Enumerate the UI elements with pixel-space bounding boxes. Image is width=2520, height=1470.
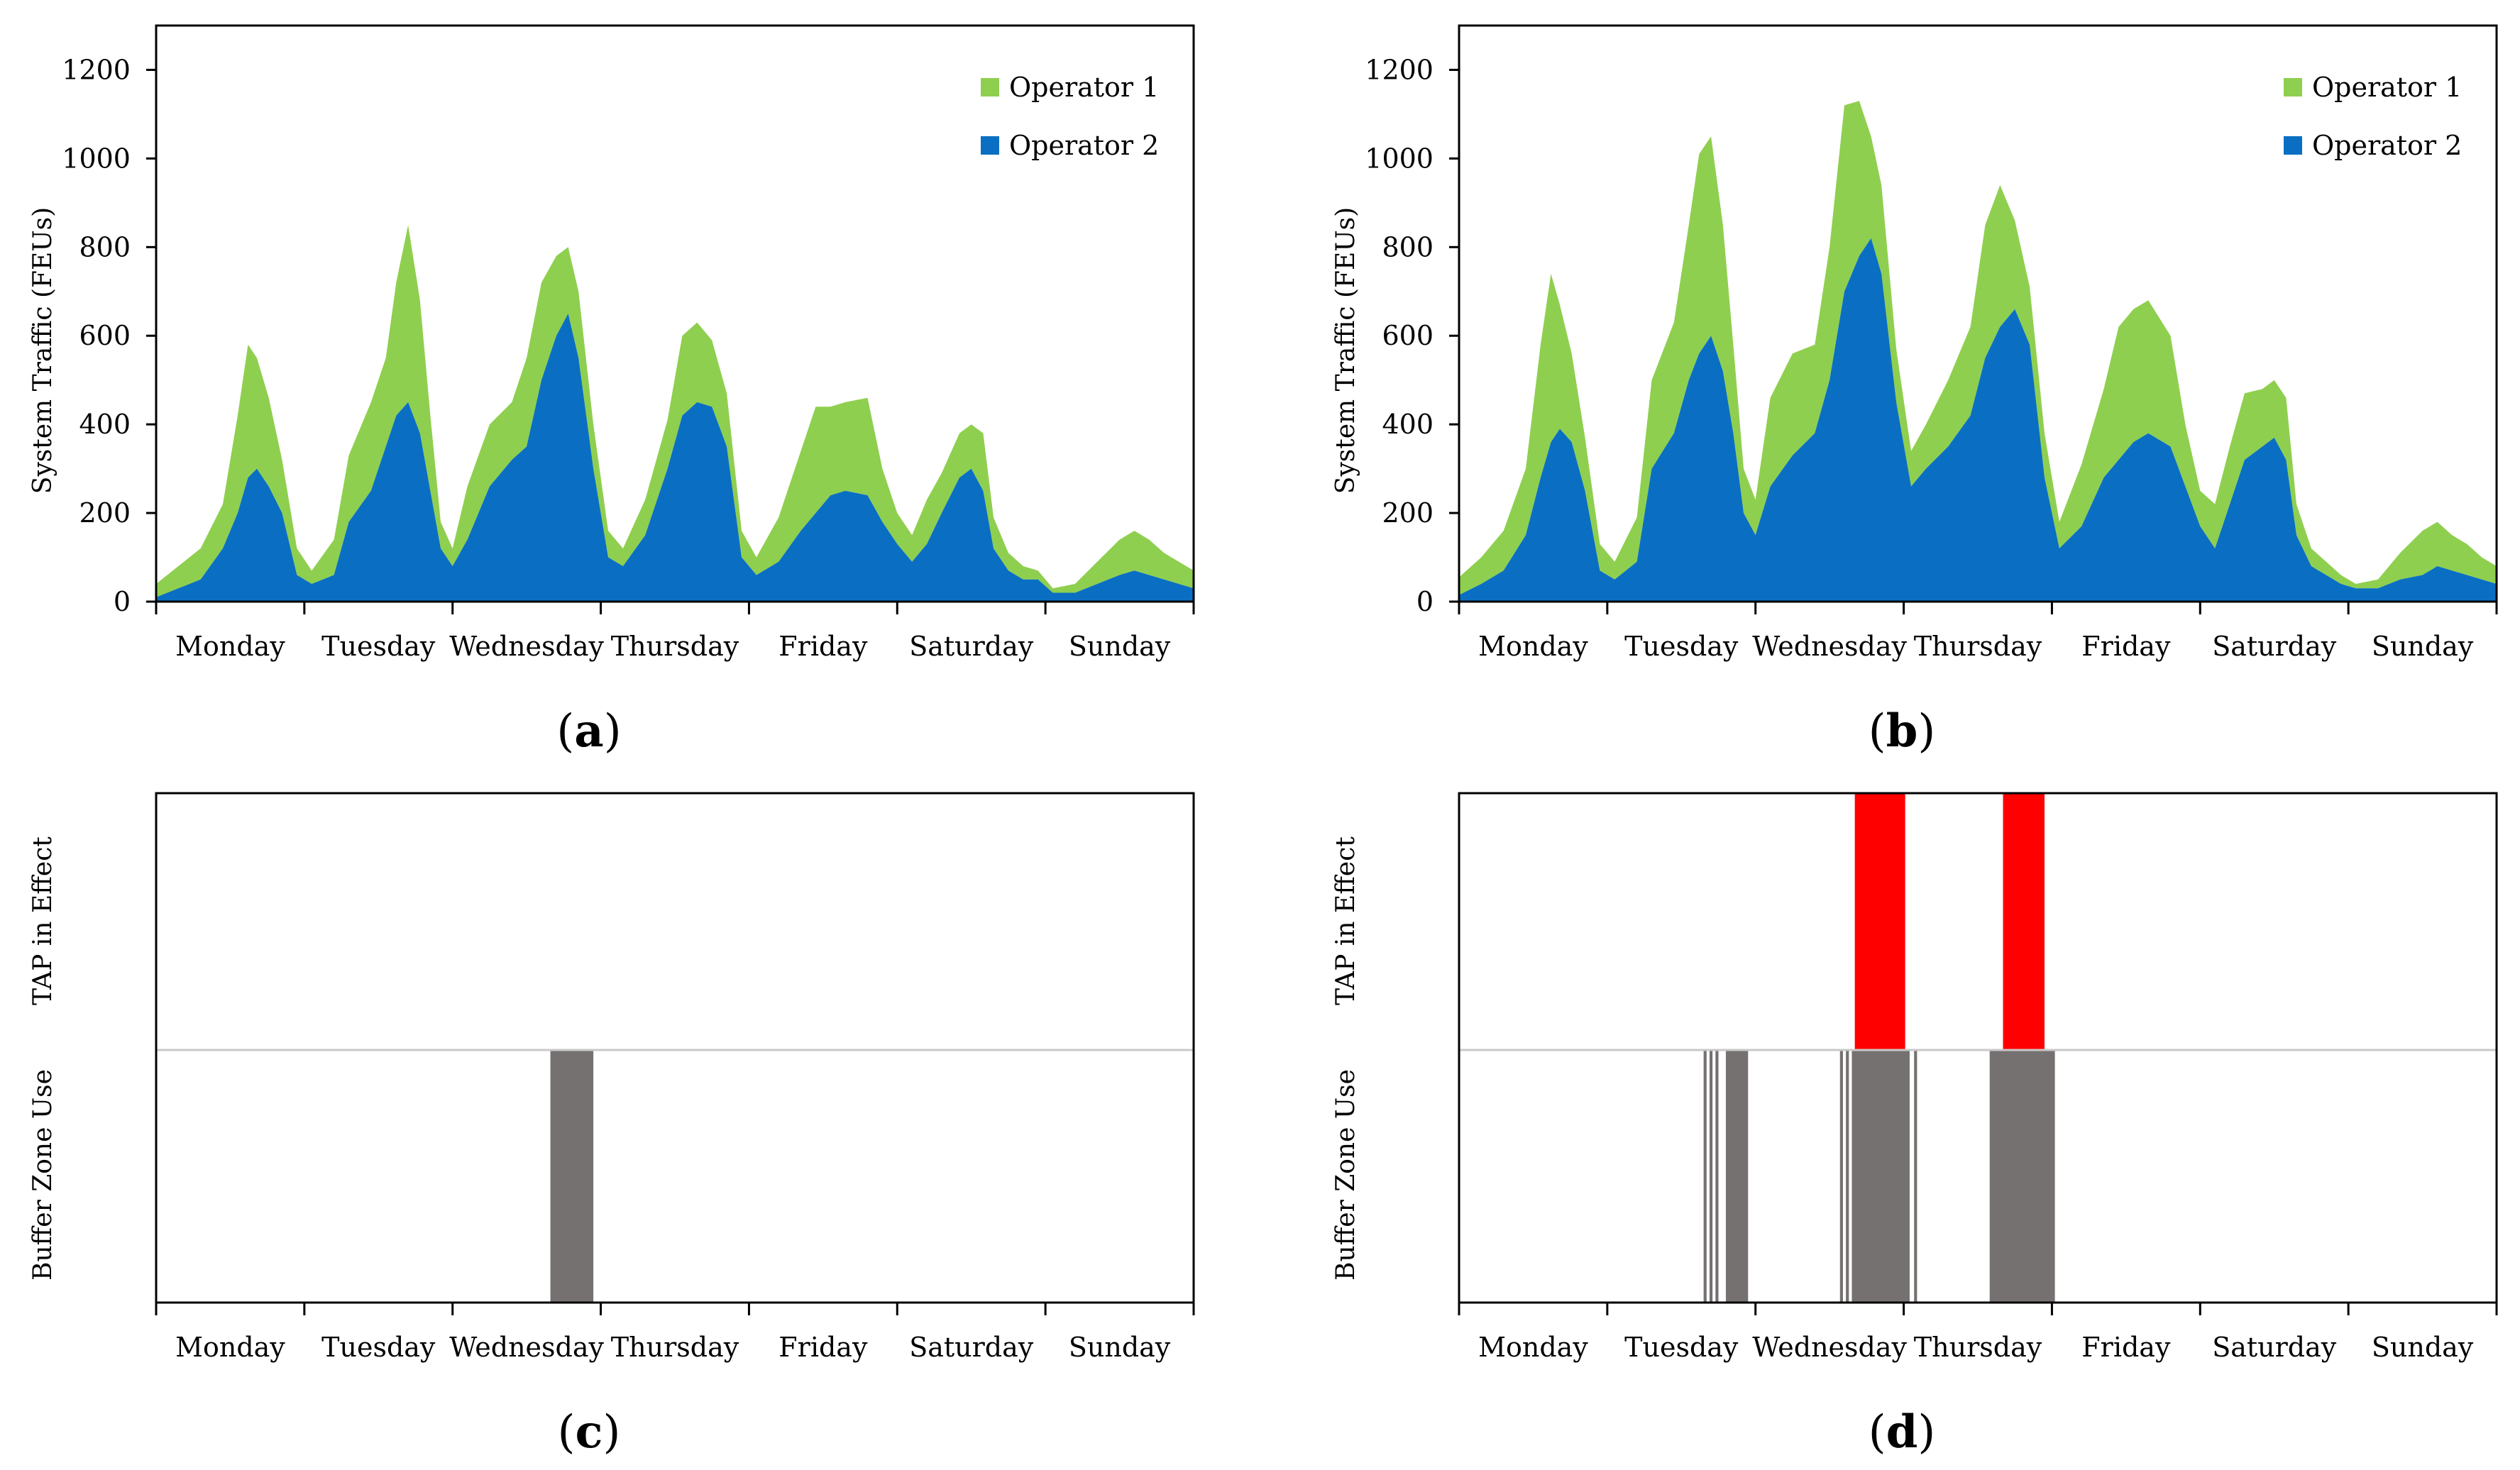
panel-c-x-ticks: Monday Tuesday Wednesday Thursday Friday Satu… bbox=[155, 1303, 1195, 1363]
x-tick-label: Sunday bbox=[2372, 1332, 2474, 1363]
x-tick-label: Wednesday bbox=[1752, 631, 1907, 662]
panel-b-legend-operator2-swatch bbox=[2284, 136, 2302, 155]
panel-a-plot-frame bbox=[155, 24, 1195, 603]
panel-d-plot-frame bbox=[1458, 792, 2498, 1304]
y-tick-label: 200 bbox=[79, 497, 131, 529]
x-tick-label: Thursday bbox=[611, 1332, 739, 1363]
x-tick-label: Saturday bbox=[2212, 631, 2337, 662]
y-tick-label: 800 bbox=[79, 231, 131, 262]
x-tick-label: Friday bbox=[2081, 1332, 2171, 1363]
panel-b-plot-frame bbox=[1458, 24, 2498, 603]
panel-b-legend-operator1-swatch bbox=[2284, 78, 2302, 96]
panel-a-caption: (a) bbox=[556, 704, 621, 758]
y-tick-label: 200 bbox=[1382, 497, 1434, 529]
tap-interval-bar bbox=[1854, 793, 1905, 1050]
x-tick-label: Sunday bbox=[1069, 631, 1171, 662]
panel-b-legend-operator1: Operator 1 bbox=[2312, 72, 2462, 103]
panel-c-plot-frame bbox=[155, 792, 1195, 1304]
x-tick-label: Wednesday bbox=[449, 1332, 604, 1363]
y-tick-label: 400 bbox=[1382, 409, 1434, 440]
tap-interval-bar bbox=[2003, 793, 2045, 1050]
panel-a-legend-operator2: Operator 2 bbox=[1009, 130, 1159, 161]
panel-b-traffic-chart: System Traffic (FEUs) 0 200 400 600 800 1000 1… bbox=[1331, 24, 2498, 758]
panel-d-x-ticks: Monday Tuesday Wednesday Thursday Friday Satu… bbox=[1458, 1303, 2498, 1363]
panel-b-y-ticks: 0 200 400 600 800 1000 1200 bbox=[1365, 54, 1459, 617]
y-tick-label: 1200 bbox=[1365, 54, 1434, 85]
series-operator2-area bbox=[156, 314, 1194, 602]
x-tick-label: Tuesday bbox=[321, 631, 436, 662]
x-tick-label: Monday bbox=[175, 631, 285, 662]
panel-c-tap-label: TAP in Effect bbox=[28, 836, 57, 1005]
x-tick-label: Tuesday bbox=[1624, 1332, 1739, 1363]
y-tick-label: 0 bbox=[1416, 586, 1434, 617]
panel-b-caption: (b) bbox=[1869, 704, 1936, 758]
panel-a-traffic-chart: System Traffic (FEUs) 0 200 400 600 800 1000 1… bbox=[28, 24, 1195, 758]
panel-b-areas bbox=[1459, 101, 2497, 602]
buffer-interval-bar bbox=[1989, 1050, 2055, 1303]
panel-c-buffer-label: Buffer Zone Use bbox=[28, 1069, 57, 1281]
x-tick-label: Sunday bbox=[2372, 631, 2474, 662]
buffer-interval-bar bbox=[1703, 1050, 1707, 1303]
panel-c-caption: (c) bbox=[558, 1405, 621, 1459]
buffer-interval-bar bbox=[1852, 1050, 1910, 1303]
x-tick-label: Wednesday bbox=[1752, 1332, 1907, 1363]
x-tick-label: Friday bbox=[778, 1332, 868, 1363]
panel-a-ylabel: System Traffic (FEUs) bbox=[28, 207, 57, 494]
panel-b-ylabel: System Traffic (FEUs) bbox=[1331, 207, 1360, 494]
panel-a-legend-operator2-swatch bbox=[981, 136, 999, 155]
buffer-interval-bar bbox=[1914, 1050, 1917, 1303]
x-tick-label: Tuesday bbox=[321, 1332, 436, 1363]
buffer-interval-bar bbox=[1709, 1050, 1713, 1303]
panel-d-bars bbox=[1703, 793, 2055, 1303]
panel-b-legend-operator2: Operator 2 bbox=[2312, 130, 2462, 161]
panel-d-caption: (d) bbox=[1869, 1405, 1936, 1459]
x-tick-label: Tuesday bbox=[1624, 631, 1739, 662]
buffer-interval-bar bbox=[1725, 1050, 1749, 1303]
x-tick-label: Monday bbox=[1478, 1332, 1588, 1363]
series-operator2-area bbox=[1459, 238, 2497, 602]
y-tick-label: 0 bbox=[114, 586, 131, 617]
panel-d-tap-label: TAP in Effect bbox=[1331, 836, 1360, 1005]
x-tick-label: Thursday bbox=[1914, 631, 2042, 662]
y-tick-label: 1000 bbox=[62, 143, 131, 174]
y-tick-label: 600 bbox=[79, 320, 131, 351]
panel-a-y-ticks: 0 200 400 600 800 1000 1200 bbox=[62, 54, 156, 617]
x-tick-label: Monday bbox=[175, 1332, 285, 1363]
buffer-interval-bar bbox=[550, 1050, 594, 1303]
x-tick-label: Thursday bbox=[1914, 1332, 2042, 1363]
x-tick-label: Saturday bbox=[2212, 1332, 2337, 1363]
panel-d-buffer-label: Buffer Zone Use bbox=[1331, 1069, 1360, 1281]
panel-a-legend: Operator 1 Operator 2 bbox=[981, 72, 1159, 161]
buffer-interval-bar bbox=[1839, 1050, 1843, 1303]
series-operator1-area bbox=[156, 225, 1194, 597]
panel-b-x-ticks: Monday Tuesday Wednesday Thursday Friday Satu… bbox=[1458, 602, 2498, 662]
y-tick-label: 800 bbox=[1382, 231, 1434, 262]
y-tick-label: 600 bbox=[1382, 320, 1434, 351]
x-tick-label: Sunday bbox=[1069, 1332, 1171, 1363]
panel-a-areas bbox=[156, 225, 1194, 602]
x-tick-label: Thursday bbox=[611, 631, 739, 662]
panel-c-status-chart: TAP in Effect Buffer Zone Use Monday Tues… bbox=[28, 792, 1195, 1459]
x-tick-label: Friday bbox=[778, 631, 868, 662]
x-tick-label: Saturday bbox=[909, 1332, 1034, 1363]
panel-a-legend-operator1-swatch bbox=[981, 78, 999, 96]
buffer-interval-bar bbox=[1715, 1050, 1719, 1303]
x-tick-label: Saturday bbox=[909, 631, 1034, 662]
y-tick-label: 1000 bbox=[1365, 143, 1434, 174]
x-tick-label: Wednesday bbox=[449, 631, 604, 662]
panel-a-legend-operator1: Operator 1 bbox=[1009, 72, 1159, 103]
x-tick-label: Monday bbox=[1478, 631, 1588, 662]
panel-b-legend: Operator 1 Operator 2 bbox=[2284, 72, 2462, 161]
y-tick-label: 1200 bbox=[62, 54, 131, 85]
panel-a-x-ticks: Monday Tuesday Wednesday Thursday Friday Satu… bbox=[155, 602, 1195, 662]
panel-d-status-chart: TAP in Effect Buffer Zone Use Monday Tues… bbox=[1331, 792, 2498, 1459]
y-tick-label: 400 bbox=[79, 409, 131, 440]
buffer-interval-bar bbox=[1846, 1050, 1849, 1303]
x-tick-label: Friday bbox=[2081, 631, 2171, 662]
panel-c-bars bbox=[550, 1050, 594, 1303]
series-operator1-area bbox=[1459, 101, 2497, 595]
